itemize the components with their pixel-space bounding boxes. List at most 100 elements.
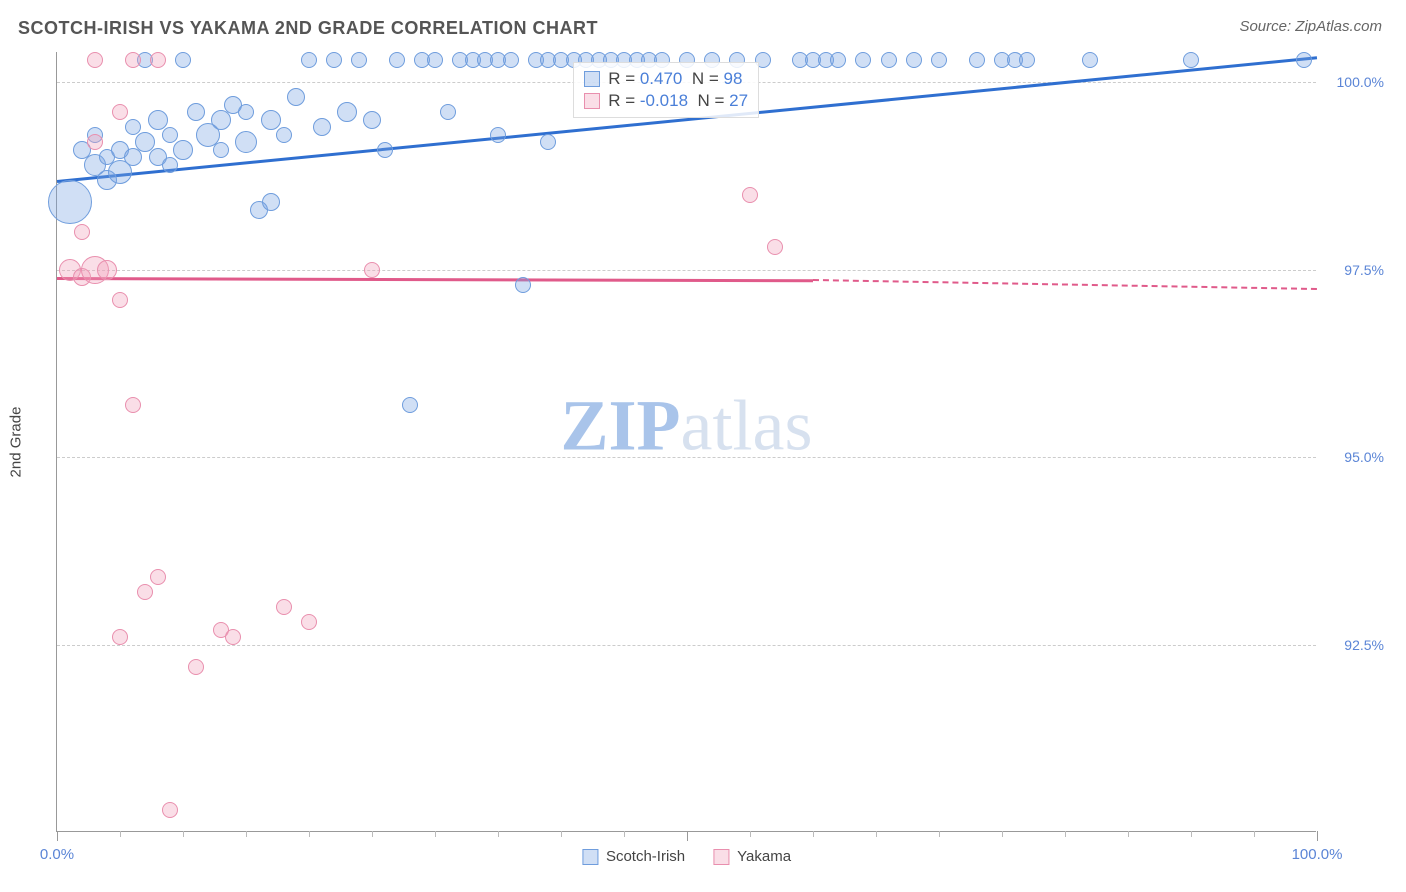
stats-box: R = 0.470 N = 98R = -0.018 N = 27	[573, 62, 759, 118]
data-point	[301, 614, 317, 630]
data-point	[1082, 52, 1098, 68]
data-point	[173, 140, 193, 160]
legend-swatch	[713, 849, 729, 865]
x-tick	[57, 831, 58, 841]
x-tick-minor	[1128, 831, 1129, 837]
data-point	[881, 52, 897, 68]
data-point	[87, 134, 103, 150]
legend-swatch	[584, 71, 600, 87]
data-point	[87, 52, 103, 68]
data-point	[150, 569, 166, 585]
gridline	[57, 645, 1316, 646]
x-tick-minor	[750, 831, 751, 837]
data-point	[301, 52, 317, 68]
data-point	[211, 110, 231, 130]
data-point	[931, 52, 947, 68]
data-point	[235, 131, 257, 153]
legend-item: Scotch-Irish	[582, 848, 685, 865]
data-point	[112, 104, 128, 120]
source-label: Source: ZipAtlas.com	[1239, 18, 1382, 35]
x-tick-minor	[183, 831, 184, 837]
data-point	[124, 148, 142, 166]
data-point	[276, 127, 292, 143]
y-tick-label: 100.0%	[1337, 74, 1384, 90]
legend-item: Yakama	[713, 848, 791, 865]
data-point	[855, 52, 871, 68]
x-tick-minor	[498, 831, 499, 837]
y-tick-label: 95.0%	[1344, 449, 1384, 465]
chart-area: 2nd Grade ZIPatlas 100.0%97.5%95.0%92.5%…	[56, 52, 1388, 832]
data-point	[830, 52, 846, 68]
data-point	[337, 102, 357, 122]
legend-swatch	[584, 93, 600, 109]
x-tick-minor	[939, 831, 940, 837]
data-point	[225, 629, 241, 645]
x-tick-minor	[1002, 831, 1003, 837]
plot-region: ZIPatlas 100.0%97.5%95.0%92.5%0.0%100.0%…	[56, 52, 1316, 832]
data-point	[313, 118, 331, 136]
data-point	[1019, 52, 1035, 68]
y-axis-label: 2nd Grade	[8, 407, 25, 478]
x-tick-minor	[561, 831, 562, 837]
legend-label: Scotch-Irish	[606, 848, 685, 865]
data-point	[48, 180, 92, 224]
data-point	[363, 111, 381, 129]
data-point	[377, 142, 393, 158]
x-tick	[687, 831, 688, 841]
y-tick-label: 92.5%	[1344, 637, 1384, 653]
trend-line	[813, 279, 1317, 290]
data-point	[351, 52, 367, 68]
gridline	[57, 457, 1316, 458]
data-point	[125, 52, 141, 68]
data-point	[515, 277, 531, 293]
legend: Scotch-Irish Yakama	[582, 848, 791, 865]
data-point	[906, 52, 922, 68]
data-point	[125, 119, 141, 135]
data-point	[287, 88, 305, 106]
x-tick-minor	[435, 831, 436, 837]
data-point	[238, 104, 254, 120]
x-tick-minor	[372, 831, 373, 837]
data-point	[162, 127, 178, 143]
x-tick-label: 0.0%	[40, 846, 74, 863]
x-tick-minor	[1191, 831, 1192, 837]
data-point	[112, 292, 128, 308]
x-tick-minor	[1254, 831, 1255, 837]
chart-title: SCOTCH-IRISH VS YAKAMA 2ND GRADE CORRELA…	[18, 18, 598, 39]
data-point	[389, 52, 405, 68]
data-point	[503, 52, 519, 68]
data-point	[402, 397, 418, 413]
watermark-part1: ZIP	[561, 385, 681, 465]
data-point	[97, 260, 117, 280]
data-point	[125, 397, 141, 413]
gridline	[57, 270, 1316, 271]
data-point	[213, 142, 229, 158]
stats-text: R = 0.470 N = 98	[608, 69, 742, 89]
data-point	[1296, 52, 1312, 68]
data-point	[74, 224, 90, 240]
data-point	[262, 193, 280, 211]
x-tick-minor	[246, 831, 247, 837]
data-point	[162, 802, 178, 818]
data-point	[112, 629, 128, 645]
data-point	[148, 110, 168, 130]
data-point	[150, 52, 166, 68]
x-tick-minor	[813, 831, 814, 837]
legend-swatch	[582, 849, 598, 865]
data-point	[326, 52, 342, 68]
data-point	[427, 52, 443, 68]
x-tick-minor	[309, 831, 310, 837]
data-point	[162, 157, 178, 173]
stats-text: R = -0.018 N = 27	[608, 91, 748, 111]
x-tick-minor	[624, 831, 625, 837]
data-point	[440, 104, 456, 120]
watermark-part2: atlas	[681, 385, 813, 465]
data-point	[261, 110, 281, 130]
watermark: ZIPatlas	[561, 384, 813, 467]
stats-row: R = -0.018 N = 27	[584, 91, 748, 111]
data-point	[1183, 52, 1199, 68]
x-tick-label: 100.0%	[1292, 846, 1343, 863]
data-point	[188, 659, 204, 675]
data-point	[364, 262, 380, 278]
y-tick-label: 97.5%	[1344, 262, 1384, 278]
